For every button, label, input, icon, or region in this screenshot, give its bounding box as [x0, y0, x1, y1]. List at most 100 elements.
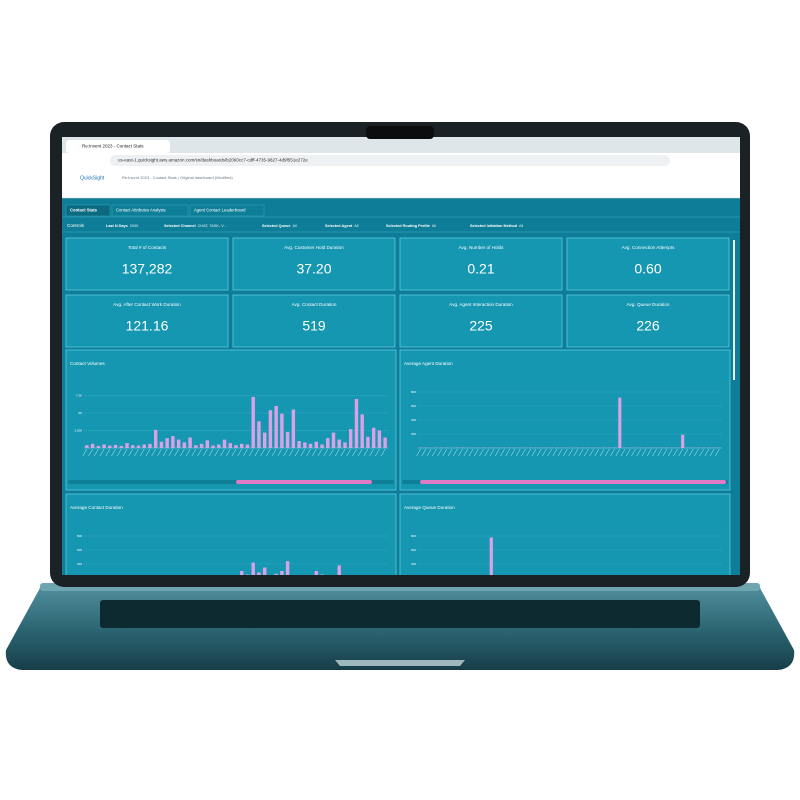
- x-tick-stub: [678, 448, 683, 457]
- bar: [119, 445, 124, 448]
- kpi-card: [566, 237, 730, 291]
- kpi-card: [232, 294, 396, 348]
- x-tick-stub: [589, 448, 594, 457]
- x-tick-stub: [500, 448, 505, 457]
- dashboard-tab[interactable]: [65, 204, 111, 217]
- bar: [262, 567, 267, 575]
- x-tick-stub: [231, 448, 237, 457]
- x-tick-stub: [626, 448, 631, 457]
- x-tick-stub: [447, 448, 453, 457]
- x-tick-stub: [694, 448, 699, 457]
- x-tick-stub: [715, 448, 720, 457]
- bar: [171, 436, 175, 448]
- x-tick-stub: [214, 448, 220, 457]
- control-label: Selected Agent: [325, 224, 353, 228]
- x-tick-stub: [495, 448, 500, 457]
- dashboard-tab[interactable]: [111, 204, 189, 217]
- x-tick-stub: [468, 448, 474, 457]
- x-tick-stub: [641, 448, 647, 457]
- bar: [371, 427, 376, 448]
- x-tick-stub: [168, 448, 174, 457]
- control-value: All: [519, 224, 523, 228]
- bar: [348, 429, 353, 448]
- x-tick-stub: [363, 448, 369, 457]
- x-tick-stub: [254, 448, 260, 457]
- dashboard-tab-label: Contact Stats: [70, 208, 98, 213]
- bar: [274, 573, 278, 575]
- bar: [308, 443, 313, 448]
- bar: [285, 561, 290, 575]
- x-tick-stub: [375, 448, 380, 457]
- control-label: Last N Days: [106, 224, 128, 228]
- x-tick-stub: [357, 448, 363, 457]
- bar: [251, 562, 255, 575]
- x-tick-stub: [237, 448, 242, 457]
- bar: [102, 444, 106, 448]
- bar: [85, 445, 89, 448]
- dashboard-tab[interactable]: [189, 204, 265, 217]
- x-tick-stub: [578, 448, 584, 457]
- x-tick-stub: [220, 448, 225, 457]
- x-tick-stub: [317, 448, 323, 457]
- bar: [96, 445, 101, 448]
- control-value: All: [354, 224, 358, 228]
- chart-scrollbar[interactable]: [420, 480, 726, 484]
- x-tick-stub: [479, 448, 484, 457]
- bar: [314, 571, 319, 575]
- x-tick-stub: [426, 448, 432, 457]
- x-tick-stub: [421, 448, 427, 457]
- x-tick-stub: [94, 448, 99, 457]
- bar: [257, 421, 261, 448]
- bar: [131, 445, 135, 448]
- x-tick-stub: [510, 448, 516, 457]
- x-tick-stub: [82, 448, 88, 457]
- x-tick-stub: [463, 448, 469, 457]
- x-tick-stub: [283, 448, 288, 457]
- bar: [257, 572, 261, 575]
- kpi-label: Avg. Agent Interaction Duration: [449, 302, 513, 307]
- x-tick-stub: [157, 448, 162, 457]
- x-tick-stub: [128, 448, 133, 457]
- bar: [354, 399, 359, 448]
- address-bar[interactable]: [110, 155, 670, 166]
- chart-scrollbar[interactable]: [236, 480, 372, 484]
- x-tick-stub: [432, 448, 437, 457]
- x-tick-stub: [369, 448, 374, 457]
- x-tick-stub: [615, 448, 621, 457]
- x-tick-stub: [243, 448, 248, 457]
- x-tick-stub: [260, 448, 265, 457]
- bar: [182, 442, 187, 448]
- bar: [245, 444, 250, 448]
- x-tick-stub: [667, 448, 673, 457]
- x-tick-stub: [709, 448, 715, 457]
- y-tick-label: 600: [77, 548, 82, 552]
- x-tick-stub: [536, 448, 542, 457]
- x-tick-stub: [88, 448, 93, 457]
- bar: [618, 397, 622, 448]
- bar: [108, 445, 112, 448]
- x-tick-stub: [277, 448, 283, 457]
- x-tick-stub: [151, 448, 156, 457]
- kpi-value: 0.21: [467, 261, 494, 277]
- control-label: Selected Channel: [164, 224, 196, 228]
- kpi-value: 0.60: [634, 261, 661, 277]
- kpi-value: 225: [469, 318, 493, 334]
- browser-tab[interactable]: [66, 140, 170, 153]
- x-tick-stub: [208, 448, 214, 457]
- x-tick-stub: [289, 448, 294, 457]
- bar: [681, 434, 685, 448]
- bar: [274, 406, 278, 448]
- controls-title: Controls: [67, 223, 85, 228]
- x-tick-stub: [594, 448, 600, 457]
- x-tick-stub: [474, 448, 479, 457]
- app-header: [62, 168, 740, 198]
- bar: [159, 441, 164, 448]
- opening-notch: [335, 660, 465, 666]
- bar: [314, 441, 319, 448]
- x-tick-stub: [335, 448, 340, 457]
- x-tick-stub: [652, 448, 657, 457]
- x-tick-stub: [111, 448, 116, 457]
- x-tick-stub: [620, 448, 626, 457]
- bar: [366, 436, 370, 448]
- x-tick-stub: [458, 448, 463, 457]
